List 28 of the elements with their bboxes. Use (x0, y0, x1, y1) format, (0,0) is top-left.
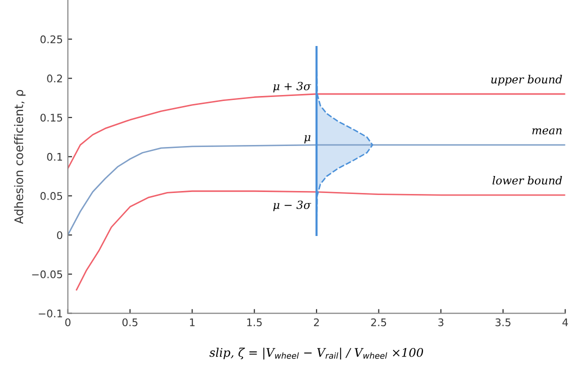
annotation: μ (304, 135, 310, 144)
y-tick-label: 0.25 (40, 35, 62, 44)
x-tick-label: 1.5 (247, 318, 262, 326)
annotation: lower bound (492, 176, 562, 185)
y-tick-label: 0.15 (40, 114, 62, 122)
x-axis-title: slip, ζ = |V$_{wheel}$ − V$_{rail}$| / V$_{wheel}$ ×100 (209, 348, 424, 360)
annotation: mean (532, 128, 562, 134)
annotation: μ − 3σ (273, 200, 312, 212)
line-series (76, 190, 566, 291)
y-tick-label: −0.1 (38, 310, 62, 318)
x-tick-label: 2.5 (371, 318, 386, 326)
x-tick-label: 4 (562, 318, 568, 326)
x-tick-label: 2 (314, 318, 319, 326)
x-tick-label: 1 (190, 318, 195, 326)
y-axis-title: Adhesion coefficient, ρ (14, 90, 26, 224)
x-tick-label: 0.5 (122, 318, 138, 326)
line-series (68, 144, 566, 236)
y-tick-label: 0 (57, 231, 62, 240)
line-series (68, 93, 566, 170)
annotation: upper bound (491, 74, 562, 86)
y-tick-label: 0.2 (47, 74, 62, 82)
y-tick-label: 0.1 (47, 152, 62, 161)
y-tick-label: 0.05 (40, 192, 62, 200)
x-tick-label: 0 (65, 318, 70, 326)
annotation: μ + 3σ (273, 82, 312, 92)
x-tick-label: 3.5 (496, 318, 510, 326)
x-tick-label: 3 (438, 318, 444, 326)
y-tick-label: −0.05 (32, 270, 62, 278)
